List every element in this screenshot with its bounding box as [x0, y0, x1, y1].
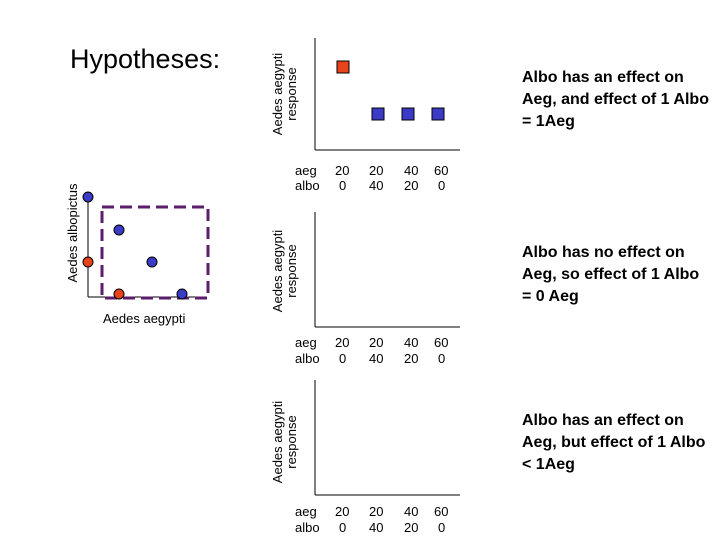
- row-label-aeg: aeg: [295, 163, 317, 178]
- panel-3-col-3-albo: 20: [404, 520, 419, 535]
- schematic-x-label: Aedes aegypti: [103, 311, 186, 326]
- panel-1-col-1-albo: 0: [339, 178, 347, 193]
- schematic-point-blue: [113, 224, 125, 236]
- panel-1-col-2-albo: 40: [369, 178, 384, 193]
- schematic-point-blue: [146, 256, 158, 268]
- schematic-point-red: [113, 288, 125, 300]
- schematic-point-blue: [82, 191, 94, 203]
- panel-2-hypothesis: Albo has no effect on Aeg, so effect of …: [522, 244, 700, 305]
- panel-3-col-2-aeg: 20: [369, 504, 384, 519]
- panel-1-col-1-aeg: 20: [335, 163, 350, 178]
- panel-2-col-4-aeg: 60: [434, 335, 449, 350]
- panel-3-hypothesis: Albo has an effect on Aeg, but effect of…: [522, 412, 706, 473]
- panel-3-col-2-albo: 40: [369, 520, 384, 535]
- panel-1-point-red: [336, 60, 350, 74]
- panel-3-col-1-albo: 0: [339, 520, 347, 535]
- panel-1-col-3-aeg: 40: [404, 163, 419, 178]
- panel-3-col-3-aeg: 40: [404, 504, 419, 519]
- panel-1-col-2-aeg: 20: [369, 163, 384, 178]
- row-label-albo: albo: [295, 520, 320, 535]
- panel-3-y-label-line2: response: [284, 415, 299, 469]
- panel-1-point-blue: [371, 107, 385, 121]
- row-label-aeg: aeg: [295, 504, 317, 519]
- panel-1-col-4-albo: 0: [438, 178, 446, 193]
- panel-3-col-4-albo: 0: [438, 520, 446, 535]
- panel-2-col-2-aeg: 20: [369, 335, 384, 350]
- schematic-point-red: [82, 256, 94, 268]
- row-label-aeg: aeg: [295, 335, 317, 350]
- panel-1-hypothesis: Albo has an effect on Aeg, and effect of…: [522, 69, 709, 130]
- panel-1-col-4-aeg: 60: [434, 163, 449, 178]
- panel-2-col-1-albo: 0: [339, 351, 347, 366]
- panel-2-col-2-albo: 40: [369, 351, 384, 366]
- schematic-point-blue: [176, 288, 188, 300]
- panel-2-col-3-albo: 20: [404, 351, 419, 366]
- panel-2-col-4-albo: 0: [438, 351, 446, 366]
- panel-2-col-1-aeg: 20: [335, 335, 350, 350]
- panel-1-point-blue: [431, 107, 445, 121]
- panel-1-point-blue: [401, 107, 415, 121]
- panel-1-col-3-albo: 20: [404, 178, 419, 193]
- panel-3-col-4-aeg: 60: [434, 504, 449, 519]
- panel-3-y-label: Aedes aegypti response: [270, 387, 299, 497]
- panel-3-y-label-line1: Aedes aegypti: [270, 400, 285, 484]
- panel-3-col-1-aeg: 20: [335, 504, 350, 519]
- row-label-albo: albo: [295, 351, 320, 366]
- panel-2-col-3-aeg: 40: [404, 335, 419, 350]
- row-label-albo: albo: [295, 178, 320, 193]
- page-title: Hypotheses:: [70, 44, 221, 74]
- schematic-dashed-box: [100, 205, 210, 300]
